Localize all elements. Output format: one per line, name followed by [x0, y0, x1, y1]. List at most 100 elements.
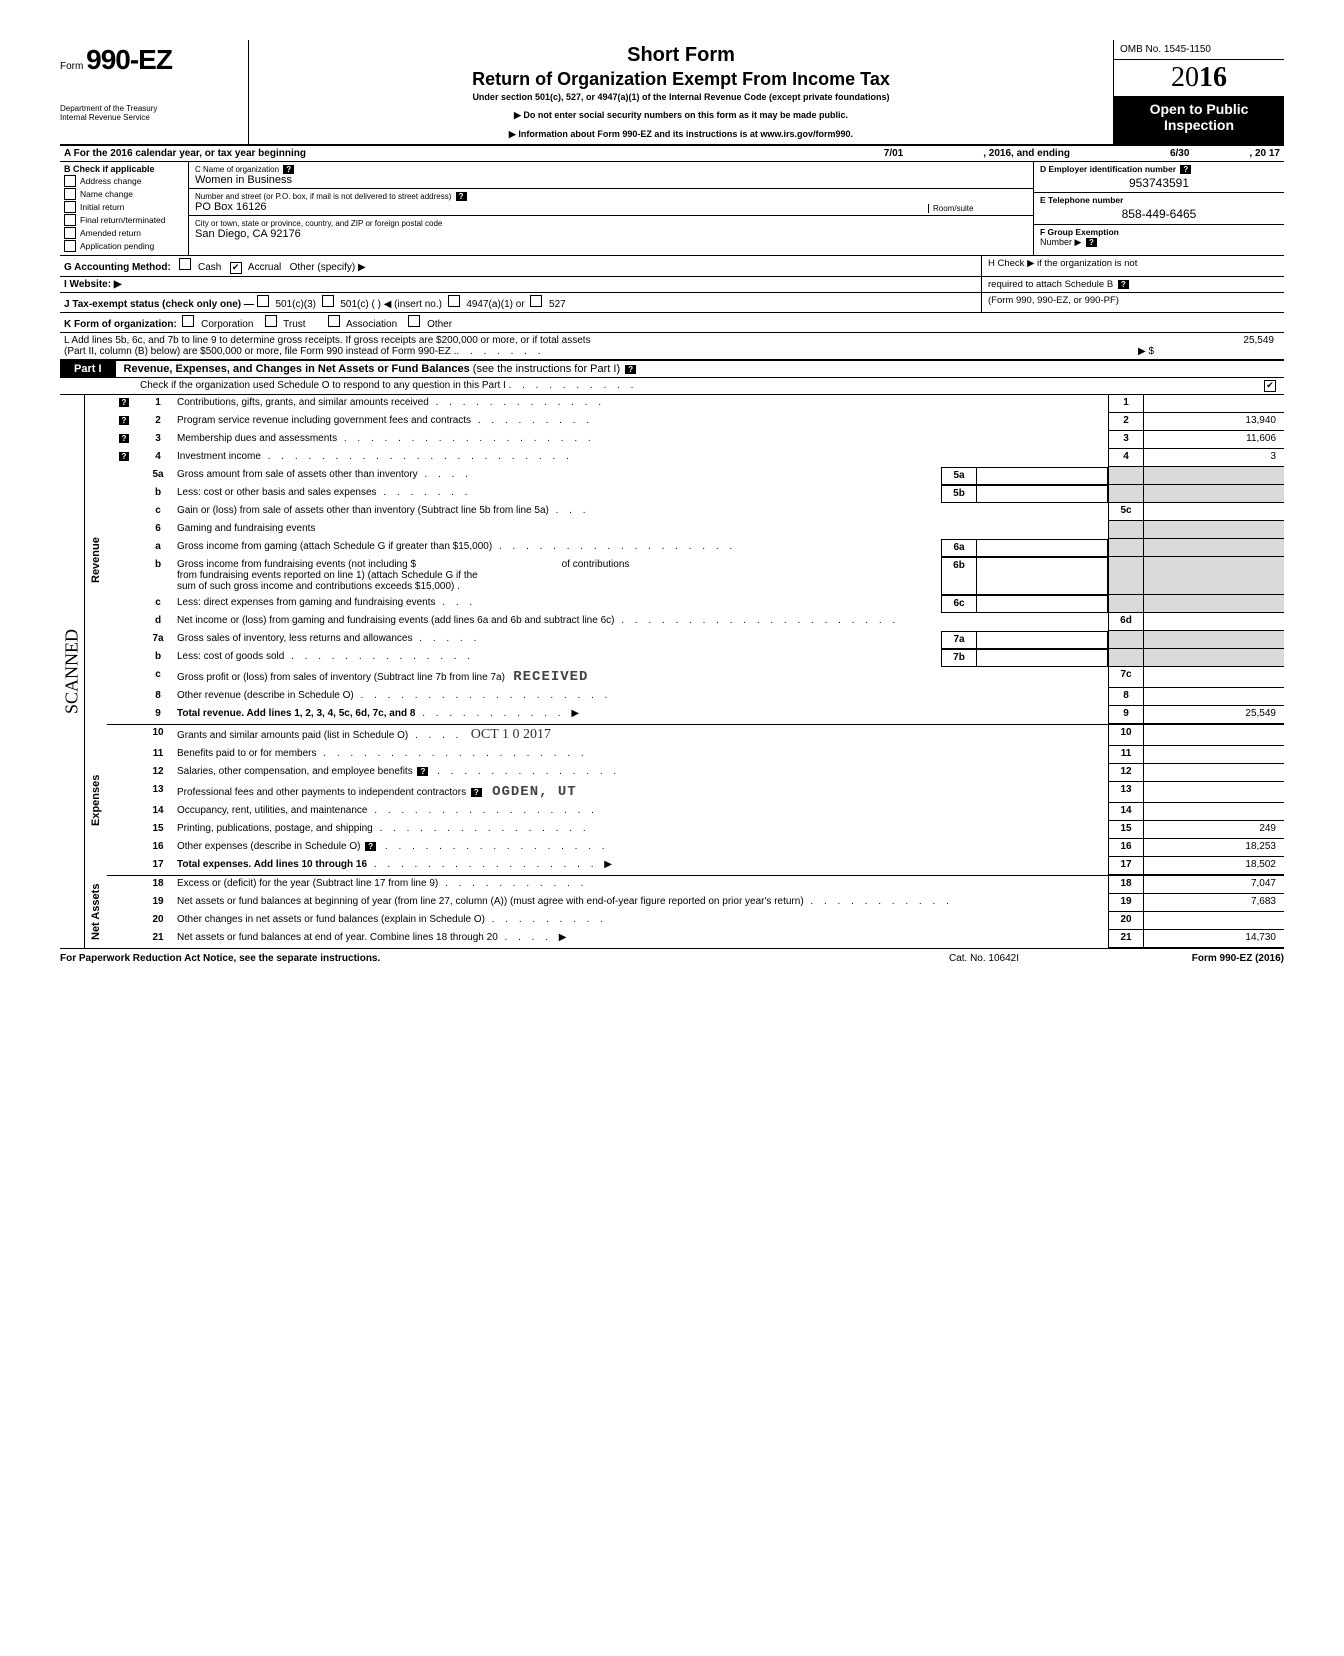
help-icon: ? [1118, 280, 1129, 289]
part1-label: Part I [60, 361, 116, 377]
ln-13-num: 13 [141, 782, 175, 803]
schedule-o-text: Check if the organization used Schedule … [140, 380, 506, 391]
f-sub: Number ▶ [1040, 237, 1081, 247]
ln-6-num: 6 [141, 521, 175, 539]
ln-6c-cellnum: 6c [941, 595, 977, 613]
ln-18-val: 7,047 [1143, 876, 1284, 894]
ein-value: 953743591 [1040, 176, 1278, 190]
ln-10-num: 10 [141, 725, 175, 746]
help-icon: ? [119, 452, 130, 461]
ln-18-cellnum: 18 [1108, 876, 1143, 894]
ln-7b-val [977, 649, 1108, 667]
chk-cash[interactable] [179, 258, 191, 270]
ln-20-val [1143, 912, 1284, 930]
chk-accrual[interactable]: ✔ [230, 262, 242, 274]
ln-16-cellnum: 16 [1108, 839, 1143, 857]
title-short: Short Form [257, 44, 1105, 67]
ln-18-num: 18 [141, 876, 175, 894]
chk-schedule-o[interactable]: ✔ [1264, 380, 1276, 392]
ln-5b-desc: Less: cost or other basis and sales expe… [177, 487, 377, 498]
entity-block: B Check if applicable Address change Nam… [60, 162, 1284, 256]
omb-number: OMB No. 1545-1150 [1114, 40, 1284, 60]
ln-9-cellnum: 9 [1108, 706, 1143, 724]
ln-6a-val [977, 539, 1108, 557]
org-city: San Diego, CA 92176 [195, 228, 1027, 240]
chk-amended-return[interactable] [64, 227, 76, 239]
line-a: A For the 2016 calendar year, or tax yea… [60, 146, 1284, 162]
chk-initial-return[interactable] [64, 201, 76, 213]
chk-final-return[interactable] [64, 214, 76, 226]
right-header: OMB No. 1545-1150 2016 Open to PublicIns… [1113, 40, 1284, 144]
ln-6d-cellnum: 6d [1108, 613, 1143, 631]
chk-501c3[interactable] [257, 295, 269, 307]
ln-3-cellnum: 3 [1108, 431, 1143, 449]
chk-other-org[interactable] [408, 315, 420, 327]
ln-13-val [1143, 782, 1284, 803]
ln-6b-desc4: sum of such gross income and contributio… [177, 581, 460, 592]
schedule-o-check-row: Check if the organization used Schedule … [60, 378, 1284, 395]
ln-7a-num: 7a [141, 631, 175, 649]
ln-7c-cellnum: 7c [1108, 667, 1143, 688]
col-c-org-info: C Name of organization ? Women in Busine… [189, 162, 1033, 255]
help-icon: ? [283, 165, 294, 174]
chk-application-pending[interactable] [64, 240, 76, 252]
row-j-tax-status: J Tax-exempt status (check only one) — 5… [60, 293, 1284, 313]
ln-1-num: 1 [141, 395, 175, 413]
line-a-mid: , 2016, and ending [983, 148, 1070, 159]
ln-4-cellnum: 4 [1108, 449, 1143, 467]
ln-6b-cellnum: 6b [941, 557, 977, 595]
row-i-website: I Website: ▶ required to attach Schedule… [60, 277, 1284, 293]
help-icon: ? [1086, 238, 1097, 247]
ln-5c-cellnum: 5c [1108, 503, 1143, 521]
ln-11-cellnum: 11 [1108, 746, 1143, 764]
ln-20-num: 20 [141, 912, 175, 930]
h-line1: H Check ▶ if the organization is not [988, 258, 1137, 269]
ln-6b-desc1: Gross income from fundraising events (no… [177, 559, 416, 570]
ln-19-num: 19 [141, 894, 175, 912]
footer-form-ref: Form 990-EZ (2016) [1084, 953, 1284, 964]
city-label: City or town, state or province, country… [195, 219, 1019, 228]
l-text2: (Part II, column (B) below) are $500,000… [64, 346, 456, 357]
ln-5c-desc: Gain or (loss) from sale of assets other… [177, 505, 549, 516]
c-label: C Name of organization [195, 165, 279, 174]
k-label: K Form of organization: [64, 319, 177, 330]
ln-1-cellnum: 1 [1108, 395, 1143, 413]
form-word: Form [60, 61, 83, 72]
chk-trust[interactable] [265, 315, 277, 327]
ln-19-cellnum: 19 [1108, 894, 1143, 912]
ln-11-num: 11 [141, 746, 175, 764]
ln-21-cellnum: 21 [1108, 930, 1143, 948]
revenue-section: Revenue ? 1 Contributions, gifts, grants… [84, 395, 1284, 725]
page-footer: For Paperwork Reduction Act Notice, see … [60, 948, 1284, 964]
chk-4947a1[interactable] [448, 295, 460, 307]
ln-5a-desc: Gross amount from sale of assets other t… [177, 469, 418, 480]
net-assets-section: Net Assets 18 Excess or (deficit) for th… [84, 876, 1284, 948]
ln-1-val [1143, 395, 1284, 413]
chk-name-change[interactable] [64, 188, 76, 200]
ln-19-desc: Net assets or fund balances at beginning… [177, 896, 804, 907]
help-icon: ? [456, 192, 467, 201]
ln-6d-num: d [141, 613, 175, 631]
website-label: I Website: ▶ [64, 279, 122, 290]
ln-1-desc: Contributions, gifts, grants, and simila… [177, 397, 429, 408]
chk-address-change[interactable] [64, 175, 76, 187]
ln-16-desc: Other expenses (describe in Schedule O) [177, 841, 360, 852]
org-address: PO Box 16126 [195, 201, 928, 213]
ln-7c-num: c [141, 667, 175, 688]
form-number: 990-EZ [86, 44, 172, 75]
help-icon: ? [365, 842, 376, 851]
chk-corporation[interactable] [182, 315, 194, 327]
part1-rows: Revenue ? 1 Contributions, gifts, grants… [84, 395, 1284, 948]
ln-7a-cellnum: 7a [941, 631, 977, 649]
chk-501c[interactable] [322, 295, 334, 307]
chk-association[interactable] [328, 315, 340, 327]
ln-6c-desc: Less: direct expenses from gaming and fu… [177, 597, 435, 608]
part1-title: Revenue, Expenses, and Changes in Net As… [116, 361, 1284, 377]
ln-6c-val [977, 595, 1108, 613]
side-revenue: Revenue [84, 395, 107, 725]
ln-4-num: 4 [141, 449, 175, 467]
ln-14-cellnum: 14 [1108, 803, 1143, 821]
h-line3: (Form 990, 990-EZ, or 990-PF) [981, 293, 1284, 312]
chk-527[interactable] [530, 295, 542, 307]
ln-7a-desc: Gross sales of inventory, less returns a… [177, 633, 412, 644]
